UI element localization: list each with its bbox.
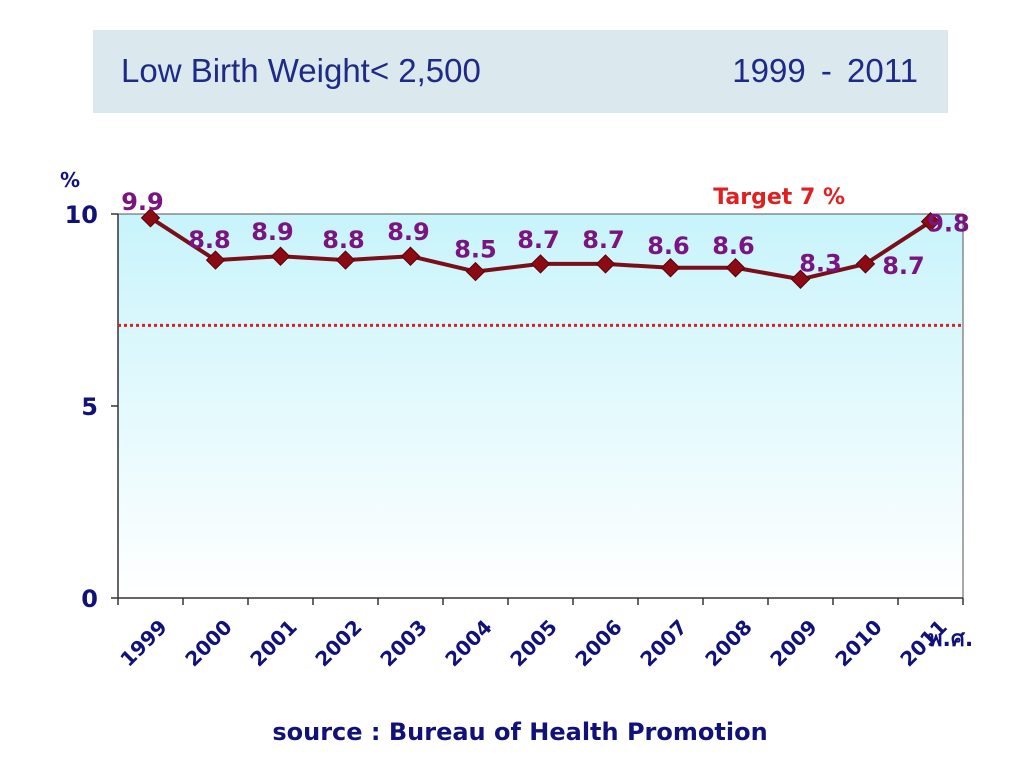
- x-tick-label: 2010: [830, 615, 886, 671]
- x-axis-unit-label: พ.ศ.: [928, 627, 973, 652]
- data-label: 8.8: [322, 226, 365, 254]
- y-tick-label: 10: [65, 201, 98, 229]
- plot-area: [117, 213, 964, 599]
- data-label: 8.6: [712, 232, 755, 260]
- x-tick-label: 2003: [375, 615, 431, 671]
- data-label: 8.9: [251, 218, 294, 246]
- data-point: [920, 211, 941, 232]
- data-label: 8.9: [387, 218, 430, 246]
- x-tick-label: 2007: [635, 615, 691, 671]
- x-tick-label: 1999: [115, 615, 171, 671]
- data-label: 8.7: [582, 226, 625, 254]
- x-tick-label: 2004: [440, 615, 496, 671]
- chart-title: Low Birth Weight< 2,500: [121, 52, 481, 89]
- data-point: [335, 250, 356, 270]
- data-label: 8.7: [882, 252, 925, 280]
- target-label: Target 7 %: [713, 185, 845, 210]
- x-tick-label: 2006: [570, 615, 626, 671]
- x-tick-label: 2000: [180, 615, 236, 671]
- x-tick-label: 2005: [505, 615, 561, 671]
- data-label: 8.8: [188, 226, 231, 254]
- data-point: [530, 254, 551, 274]
- x-tick-label: 2002: [310, 615, 366, 671]
- data-label: 8.3: [799, 249, 842, 277]
- data-point: [400, 246, 421, 266]
- data-point: [660, 258, 681, 278]
- data-point: [790, 269, 811, 289]
- y-axis-unit-label: %: [60, 168, 80, 192]
- data-label: 8.7: [517, 226, 560, 254]
- x-tick-label: 2008: [700, 615, 756, 671]
- source-note: source : Bureau of Health Promotion: [272, 718, 768, 746]
- data-point: [465, 261, 486, 282]
- x-tick-label: 2001: [245, 615, 301, 671]
- data-label: 8.5: [454, 236, 497, 264]
- x-tick-label: 2009: [765, 615, 821, 671]
- data-label: 9.8: [927, 210, 970, 238]
- data-point: [725, 258, 746, 278]
- y-tick-label: 0: [81, 585, 98, 613]
- data-point: [205, 250, 226, 270]
- data-point: [140, 208, 161, 228]
- data-point: [595, 254, 616, 274]
- data-label: 8.6: [647, 232, 690, 260]
- data-point: [855, 254, 876, 274]
- data-label: 9.9: [121, 188, 164, 216]
- y-tick-label: 5: [81, 393, 98, 421]
- chart-year-range: 1999 - 2011: [732, 52, 918, 89]
- title-banner: Low Birth Weight< 2,500 1999 - 2011: [93, 30, 948, 113]
- data-point: [270, 246, 291, 266]
